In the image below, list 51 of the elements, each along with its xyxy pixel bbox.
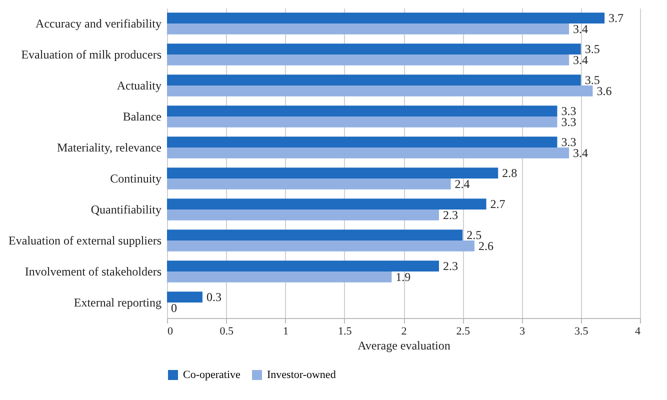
bar <box>167 210 439 220</box>
data-label: 2.3 <box>442 259 458 274</box>
bar <box>167 136 558 148</box>
y-tick-label: Accuracy and verifiability <box>36 16 162 30</box>
bar <box>167 106 558 116</box>
x-tick-label: 2 <box>401 326 407 338</box>
bar <box>167 86 593 96</box>
bar <box>167 260 439 272</box>
data-label: 2.4 <box>454 176 470 191</box>
bar <box>167 54 570 66</box>
bar <box>167 292 202 302</box>
y-tick-label: Evaluation of milk producers <box>21 48 162 62</box>
x-tick-label: 1 <box>283 326 288 338</box>
y-tick-label: Materiality, relevance <box>57 140 162 154</box>
data-label: 2.3 <box>442 208 458 222</box>
bar <box>167 230 463 240</box>
data-label: 1.9 <box>396 270 411 284</box>
x-tick-label: 1.5 <box>338 326 352 338</box>
data-label: 2.8 <box>502 166 518 180</box>
bar <box>167 198 486 210</box>
data-label: 3.7 <box>608 11 624 26</box>
y-tick-label: Involvement of stakeholders <box>24 264 162 278</box>
data-label: 0.3 <box>206 290 222 304</box>
bar <box>167 116 558 128</box>
y-tick-label: Evaluation of external suppliers <box>8 234 162 248</box>
y-tick-label: Balance <box>122 110 162 124</box>
x-tick-label: 4 <box>635 326 641 338</box>
bar <box>167 272 392 282</box>
y-tick-label: External reporting <box>74 296 162 310</box>
x-tick-label: 0 <box>168 326 174 338</box>
bar <box>167 240 474 252</box>
legend-label: Co-operative <box>183 369 241 381</box>
x-axis-title: Average evaluation <box>358 338 450 352</box>
bar <box>167 44 581 54</box>
y-tick-label: Quantifiability <box>90 202 162 216</box>
bar <box>167 148 570 158</box>
data-label: 2.7 <box>490 197 506 212</box>
data-label: 0 <box>171 300 177 315</box>
x-tick-label: 3.5 <box>574 326 589 338</box>
y-tick-label: Actuality <box>116 78 162 92</box>
data-label: 3.4 <box>573 22 588 36</box>
x-tick-label: 0.5 <box>220 326 234 338</box>
legend-label: Investor-owned <box>267 369 336 381</box>
bar <box>167 178 451 190</box>
x-tick-label: 3 <box>520 326 526 338</box>
y-tick-label: Continuity <box>110 172 162 186</box>
bar <box>167 74 581 86</box>
bar <box>167 168 498 178</box>
x-tick-label: 2.5 <box>456 326 470 338</box>
bar <box>167 24 570 34</box>
bar <box>167 12 605 24</box>
